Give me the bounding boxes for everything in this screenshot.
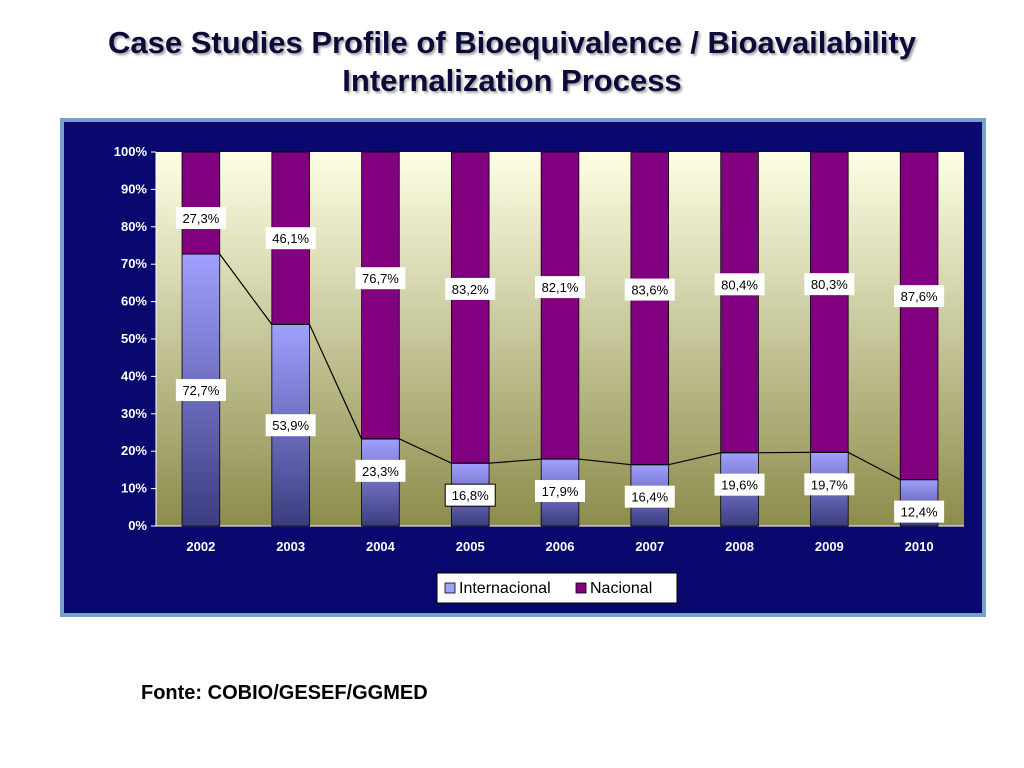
y-tick-label: 40%: [121, 368, 147, 383]
y-tick-label: 100%: [114, 144, 148, 159]
bar-internacional: [361, 438, 400, 527]
legend-label-internacional: Internacional: [459, 580, 551, 597]
data-label-nacional: 80,4%: [721, 277, 758, 292]
data-label-nacional-box: [894, 285, 945, 308]
bar-nacional: [899, 151, 939, 481]
bar-nacional: [181, 151, 221, 255]
data-label-internacional-box: [175, 379, 226, 402]
data-label-internacional-box: [444, 483, 496, 507]
data-label-nacional: 76,7%: [362, 271, 399, 286]
data-label-internacional: 19,6%: [721, 478, 758, 493]
chart-frame: 0% 10% 20% 30% 40% 50% 60% 70% 80% 90% 100% 2002 200…: [60, 118, 986, 617]
y-tick-label: 50%: [121, 331, 147, 346]
data-label-nacional-box: [445, 277, 496, 300]
y-tick-label: 80%: [121, 219, 147, 234]
data-label-nacional-box: [175, 207, 226, 230]
bar-nacional: [720, 151, 759, 454]
data-label-internacional: 72,7%: [182, 383, 219, 398]
data-label-nacional: 82,1%: [542, 280, 579, 295]
x-tick-label: 2003: [276, 539, 305, 554]
data-label-nacional-box: [624, 278, 675, 301]
data-label-internacional: 16,8%: [452, 488, 489, 503]
bar-nacional: [810, 151, 849, 453]
y-tick-label: 30%: [121, 406, 147, 421]
x-tick-label: 2007: [635, 539, 664, 554]
data-label-internacional: 17,9%: [542, 484, 579, 499]
data-label-internacional-box: [714, 473, 765, 496]
data-label-nacional: 87,6%: [901, 289, 938, 304]
series-line: [219, 253, 938, 481]
x-tick-label: 2004: [366, 539, 396, 554]
data-label-internacional-box: [265, 414, 316, 437]
data-label-nacional-box: [714, 273, 765, 296]
data-label-nacional-box: [265, 227, 316, 250]
chart-area: 0% 10% 20% 30% 40% 50% 60% 70% 80% 90% 100% 2002 200…: [64, 122, 982, 613]
y-tick-label: 60%: [121, 294, 147, 309]
x-tick-label: 2005: [456, 539, 485, 554]
bar-nacional: [540, 151, 580, 460]
x-tick-label: 2009: [815, 539, 844, 554]
stacked-bar-chart: 0% 10% 20% 30% 40% 50% 60% 70% 80% 90% 100% 2002 200…: [114, 144, 964, 604]
y-tick-label: 0%: [128, 518, 147, 533]
data-label-nacional: 46,1%: [272, 231, 309, 246]
data-label-internacional: 53,9%: [272, 418, 309, 433]
data-label-nacional-box: [355, 267, 406, 290]
bar-nacional: [450, 151, 490, 464]
data-label-nacional: 83,6%: [631, 283, 668, 298]
data-label-nacional: 80,3%: [811, 277, 848, 292]
legend-swatch-internacional: [444, 582, 456, 594]
x-tick-label: 2006: [546, 539, 575, 554]
legend-label-nacional: Nacional: [590, 580, 652, 597]
x-tick-label: 2010: [905, 539, 934, 554]
slide-title: Case Studies Profile of Bioequivalence /…: [0, 24, 1024, 100]
source-note: Fonte: COBIO/GESEF/GGMED: [141, 682, 428, 704]
y-tick-label: 10%: [121, 481, 147, 496]
data-label-nacional-box: [535, 276, 585, 299]
y-tick-label: 90%: [121, 181, 147, 196]
data-label-internacional-box: [535, 480, 585, 503]
bar-nacional: [630, 151, 670, 466]
data-label-nacional-box: [804, 273, 855, 296]
x-tick-label: 2002: [186, 539, 215, 554]
data-label-internacional-box: [894, 500, 945, 523]
data-label-internacional-box: [355, 459, 406, 482]
data-label-nacional: 27,3%: [182, 211, 219, 226]
data-label-internacional-box: [804, 473, 855, 496]
title-line-2: Internalization Process: [342, 63, 682, 98]
y-tick-label: 70%: [121, 256, 147, 271]
data-label-internacional: 19,7%: [811, 477, 848, 492]
legend: [436, 572, 678, 604]
data-label-nacional: 83,2%: [452, 282, 489, 297]
y-tick-label: 20%: [121, 443, 147, 458]
data-label-internacional: 16,4%: [631, 490, 668, 505]
x-tick-label: 2008: [725, 539, 754, 554]
legend-swatch-nacional: [575, 582, 587, 594]
data-label-internacional: 12,4%: [901, 505, 938, 520]
data-label-internacional-box: [624, 485, 675, 508]
data-label-internacional: 23,3%: [362, 464, 399, 479]
bar-nacional: [361, 151, 400, 440]
title-line-1: Case Studies Profile of Bioequivalence /…: [108, 25, 916, 60]
